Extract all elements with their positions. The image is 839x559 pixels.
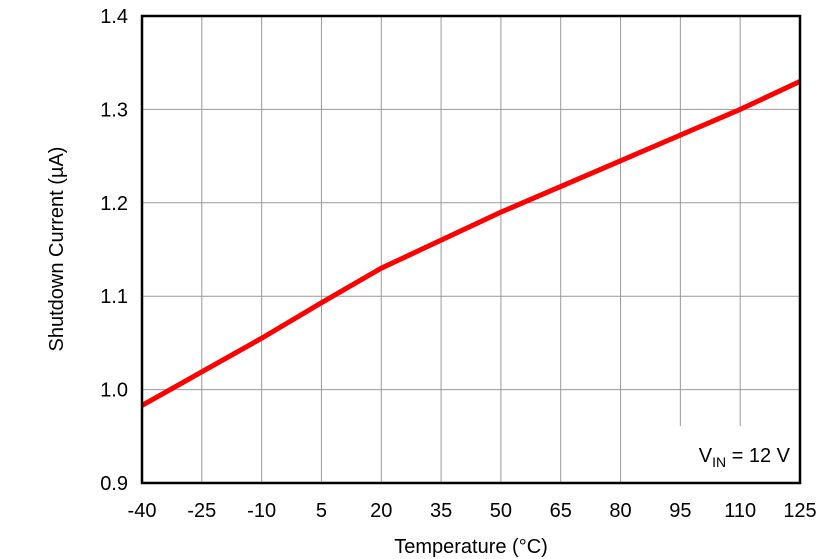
x-tick-label: 20: [370, 500, 392, 522]
annotation-background: [662, 426, 799, 482]
annotation: VIN = 12 V: [699, 445, 791, 470]
series-line: [140, 79, 802, 408]
series: [140, 79, 802, 408]
y-tick-label: 0.9: [100, 473, 128, 495]
y-tick-label: 1.3: [100, 99, 128, 121]
x-tick-label: 50: [490, 500, 512, 522]
x-tick-label: -40: [128, 500, 157, 522]
y-tick-label: 1.2: [100, 193, 128, 215]
y-tick-labels: 0.9 1.0 1.1 1.2 1.3 1.4: [100, 6, 128, 495]
x-tick-label: 80: [609, 500, 631, 522]
x-tick-labels: -40 -25 -10 5 20 35 50 65 80 95 110 125: [128, 500, 817, 522]
x-tick-label: 35: [430, 500, 452, 522]
y-axis-label: Shutdown Current (µA): [46, 147, 68, 352]
plot-frame: [140, 14, 802, 485]
y-tick-label: 1.1: [100, 286, 128, 308]
x-tick-label: 95: [669, 500, 691, 522]
x-tick-label: 110: [724, 500, 756, 522]
x-tick-label: 65: [550, 500, 572, 522]
y-tick-label: 1.4: [100, 6, 128, 28]
y-tick-label: 1.0: [100, 380, 128, 402]
x-tick-label: 5: [316, 500, 327, 522]
grid: [141, 15, 801, 484]
x-axis-label: Temperature (°C): [394, 536, 548, 558]
x-tick-label: -25: [187, 500, 216, 522]
x-tick-label: -10: [247, 500, 276, 522]
x-tick-label: 125: [783, 500, 816, 522]
